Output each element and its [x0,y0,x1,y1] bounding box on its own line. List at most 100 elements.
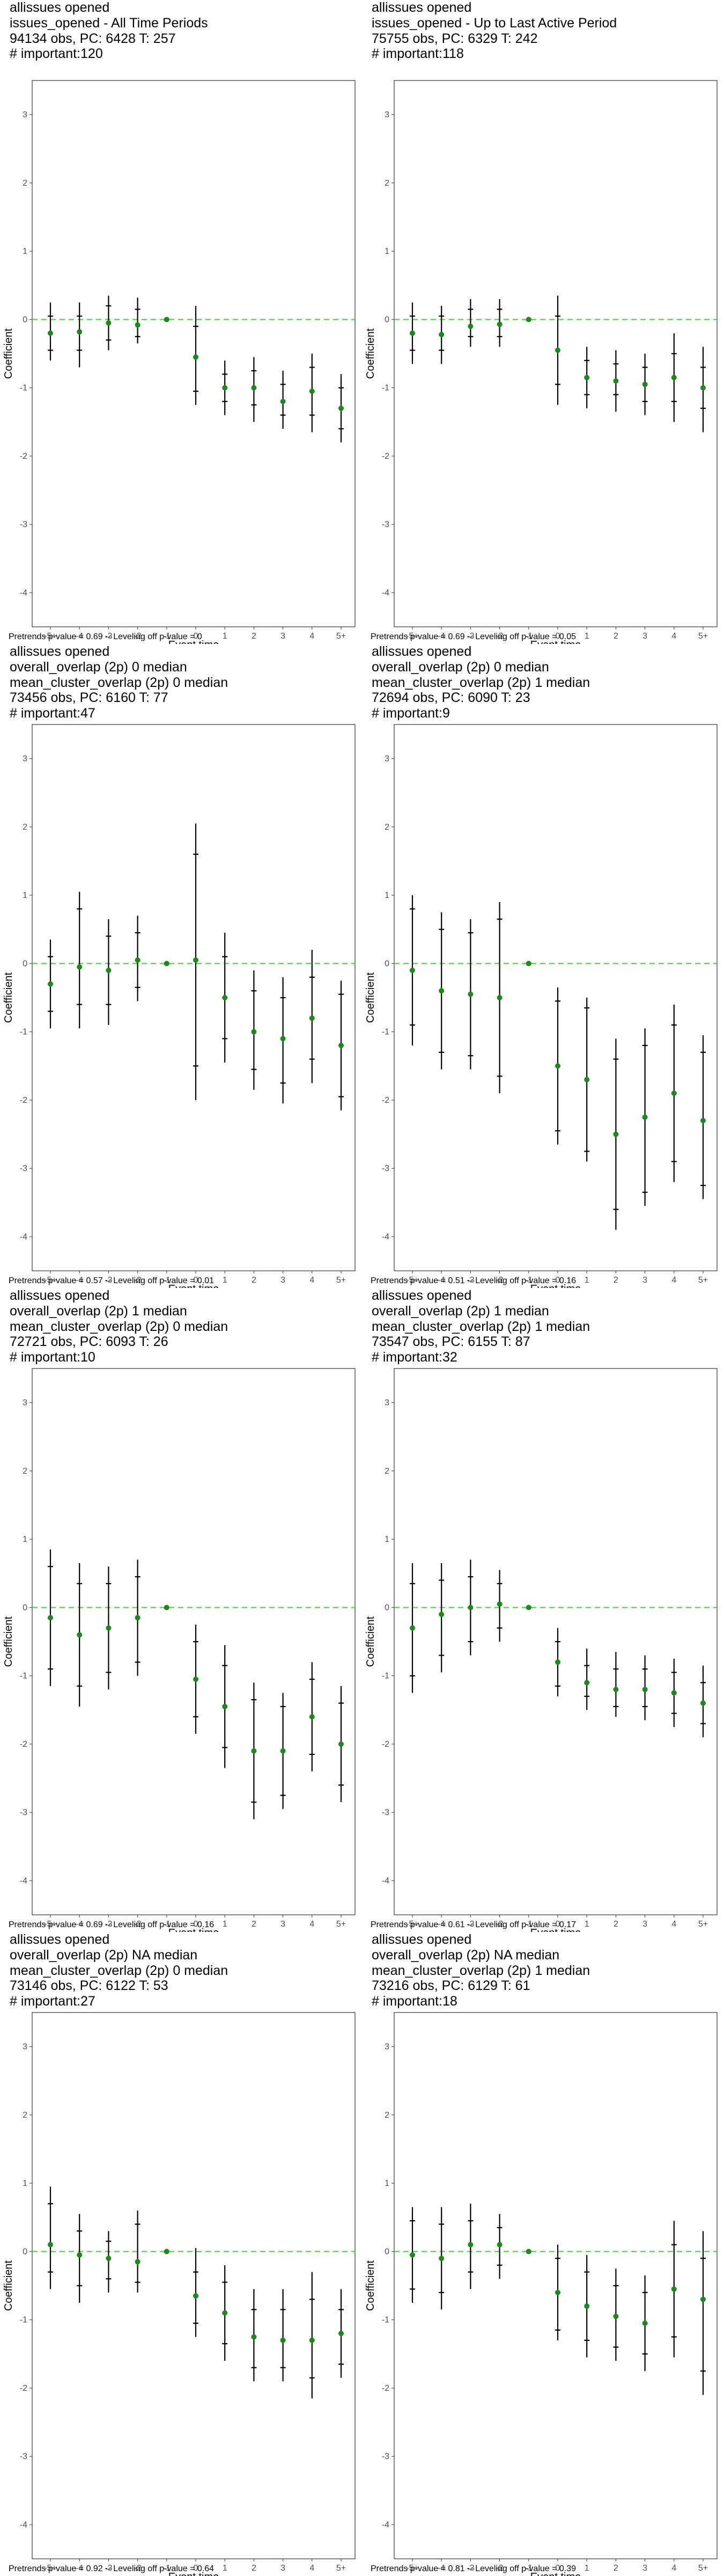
chart-panel: allissues opened overall_overlap (2p) 0 m… [0,644,362,1288]
chart-title: allissues opened issues_opened - Up to La… [372,0,617,62]
x-tick-label: -1 [525,1276,533,1285]
y-tick-label: 3 [385,111,389,120]
chart-title-line: mean_cluster_overlap (2p) 0 median [10,675,228,690]
x-tick-label: 0 [194,1920,198,1929]
y-tick-label: -3 [382,1164,389,1173]
y-tick-label: -3 [20,520,27,529]
y-axis-label: Coefficient [3,2260,14,2311]
coefficient-point [700,2296,706,2302]
x-tick-label: 1 [223,1276,227,1285]
coefficient-point [280,2337,286,2343]
coefficient-point [410,2252,415,2258]
x-tick-label: 2 [614,2564,618,2573]
y-tick-label: 3 [385,1399,389,1408]
chart-title: allissues opened issues_opened - All Time… [10,0,208,62]
coefficient-point [164,961,169,967]
chart-title-line: mean_cluster_overlap (2p) 1 median [372,1319,590,1334]
coefficient-point [526,1605,531,1611]
coefficient-point [309,1714,315,1719]
coefficient-point [671,1091,677,1096]
chart-title-line: 73146 obs, PC: 6122 T: 53 [10,1978,168,1994]
plot-border [394,2012,718,2559]
x-tick-label: 4 [671,1920,676,1929]
plot-area: 3 2 1 0 -1 -2 -3 -4 -5+ -4 -3 -2 -1 0 1 2 3 4 5+ Event time… [3,724,356,1288]
x-tick-label: -5+ [406,1920,419,1929]
x-tick-label: 0 [194,2564,198,2573]
coefficient-point [106,1625,112,1631]
x-tick-label: -1 [163,632,171,641]
coefficient-point [280,1748,286,1754]
x-tick-label: 0 [194,632,198,641]
coefficient-point [468,991,474,997]
chart-title-line: 73216 obs, PC: 6129 T: 61 [372,1978,530,1994]
y-tick-label: 1 [385,247,389,256]
x-tick-label: 1 [223,2564,227,2573]
x-tick-label: 5+ [336,2564,346,2573]
x-tick-label: -3 [105,1920,112,1929]
chart-title-line: mean_cluster_overlap (2p) 1 median [372,1963,590,1978]
chart-title-line: overall_overlap (2p) 1 median [10,1303,187,1319]
coefficient-point [468,1605,474,1611]
y-tick-label: -1 [382,1672,389,1681]
plot-area: 3 2 1 0 -1 -2 -3 -4 -5+ -4 -3 -2 -1 0 1 2 3 4 5+ Event time… [3,1368,356,1932]
chart-panel: allissues opened issues_opened - All Time… [0,0,362,644]
y-tick-label: 1 [385,1535,389,1544]
y-tick-label: 3 [23,2043,27,2052]
coefficient-point [613,2314,619,2319]
x-tick-label: 1 [585,1920,589,1929]
coefficient-point [193,354,198,360]
coefficient-point [468,2242,474,2248]
plot-area: 3 2 1 0 -1 -2 -3 -4 -5+ -4 -3 -2 -1 0 1 2 3 4 5+ Event time… [365,724,718,1288]
coefficient-point [77,329,83,335]
y-tick-label: -2 [382,452,389,461]
pvalue-footer: Pretrends p-value = 0.69 -- Leveling off… [9,1920,215,1929]
x-tick-label: -3 [105,1276,112,1285]
x-tick-label: 4 [309,1276,314,1285]
x-tick-label: -1 [525,632,533,641]
coefficient-point [497,321,503,327]
coefficient-point [410,1625,415,1631]
coefficient-point [410,968,415,974]
coefficient-point [106,968,112,974]
chart-title-line: # important:18 [372,1994,457,2009]
y-tick-label: -4 [382,1876,389,1885]
plot-area: 3 2 1 0 -1 -2 -3 -4 -5+ -4 -3 -2 -1 0 1 2 3 4 5+ Event time… [365,80,718,644]
plot-border [394,724,718,1271]
x-tick-label: -2 [134,2564,141,2573]
chart-title-line: allissues opened [10,1932,110,1947]
y-tick-label: -2 [382,2384,389,2393]
coefficient-point [439,2256,445,2262]
plot-border [32,724,356,1271]
chart-panel: allissues opened overall_overlap (2p) 1 m… [362,1288,724,1932]
x-tick-label: 3 [642,1920,647,1929]
x-tick-label: 4 [671,2564,676,2573]
coefficient-point [48,981,53,987]
coefficient-point [77,2252,83,2258]
x-tick-label: 0 [556,1920,560,1929]
y-tick-label: -2 [20,452,27,461]
y-tick-label: 2 [23,2111,27,2120]
plot-border [394,80,718,627]
x-tick-label: 1 [223,1920,227,1929]
coefficient-point [642,382,648,387]
x-tick-label: -4 [438,1920,445,1929]
coefficient-point [164,317,169,323]
coefficient-point [584,1680,590,1686]
chart-panel: allissues opened overall_overlap (2p) 0 m… [362,644,724,1288]
coefficient-point [671,1690,677,1696]
coefficient-point [164,2249,169,2255]
x-tick-label: -4 [438,632,445,641]
coefficient-point [613,378,619,384]
plot-area: 3 2 1 0 -1 -2 -3 -4 -5+ -4 -3 -2 -1 0 1 2 3 4 5+ Event time… [365,2012,718,2576]
plot-area: 3 2 1 0 -1 -2 -3 -4 -5+ -4 -3 -2 -1 0 1 2 3 4 5+ Event time… [3,80,356,644]
chart-title-line: allissues opened [10,1288,110,1303]
chart-title-line: # important:47 [10,706,95,721]
x-tick-label: 2 [252,1276,256,1285]
x-tick-label: -2 [134,632,141,641]
coefficient-point [584,375,590,380]
x-axis-label: Event time [530,1927,581,1932]
chart-title-line: 72694 obs, PC: 6090 T: 23 [372,690,530,706]
y-tick-label: -1 [382,1028,389,1037]
x-tick-label: 3 [642,632,647,641]
coefficient-point [700,1700,706,1706]
